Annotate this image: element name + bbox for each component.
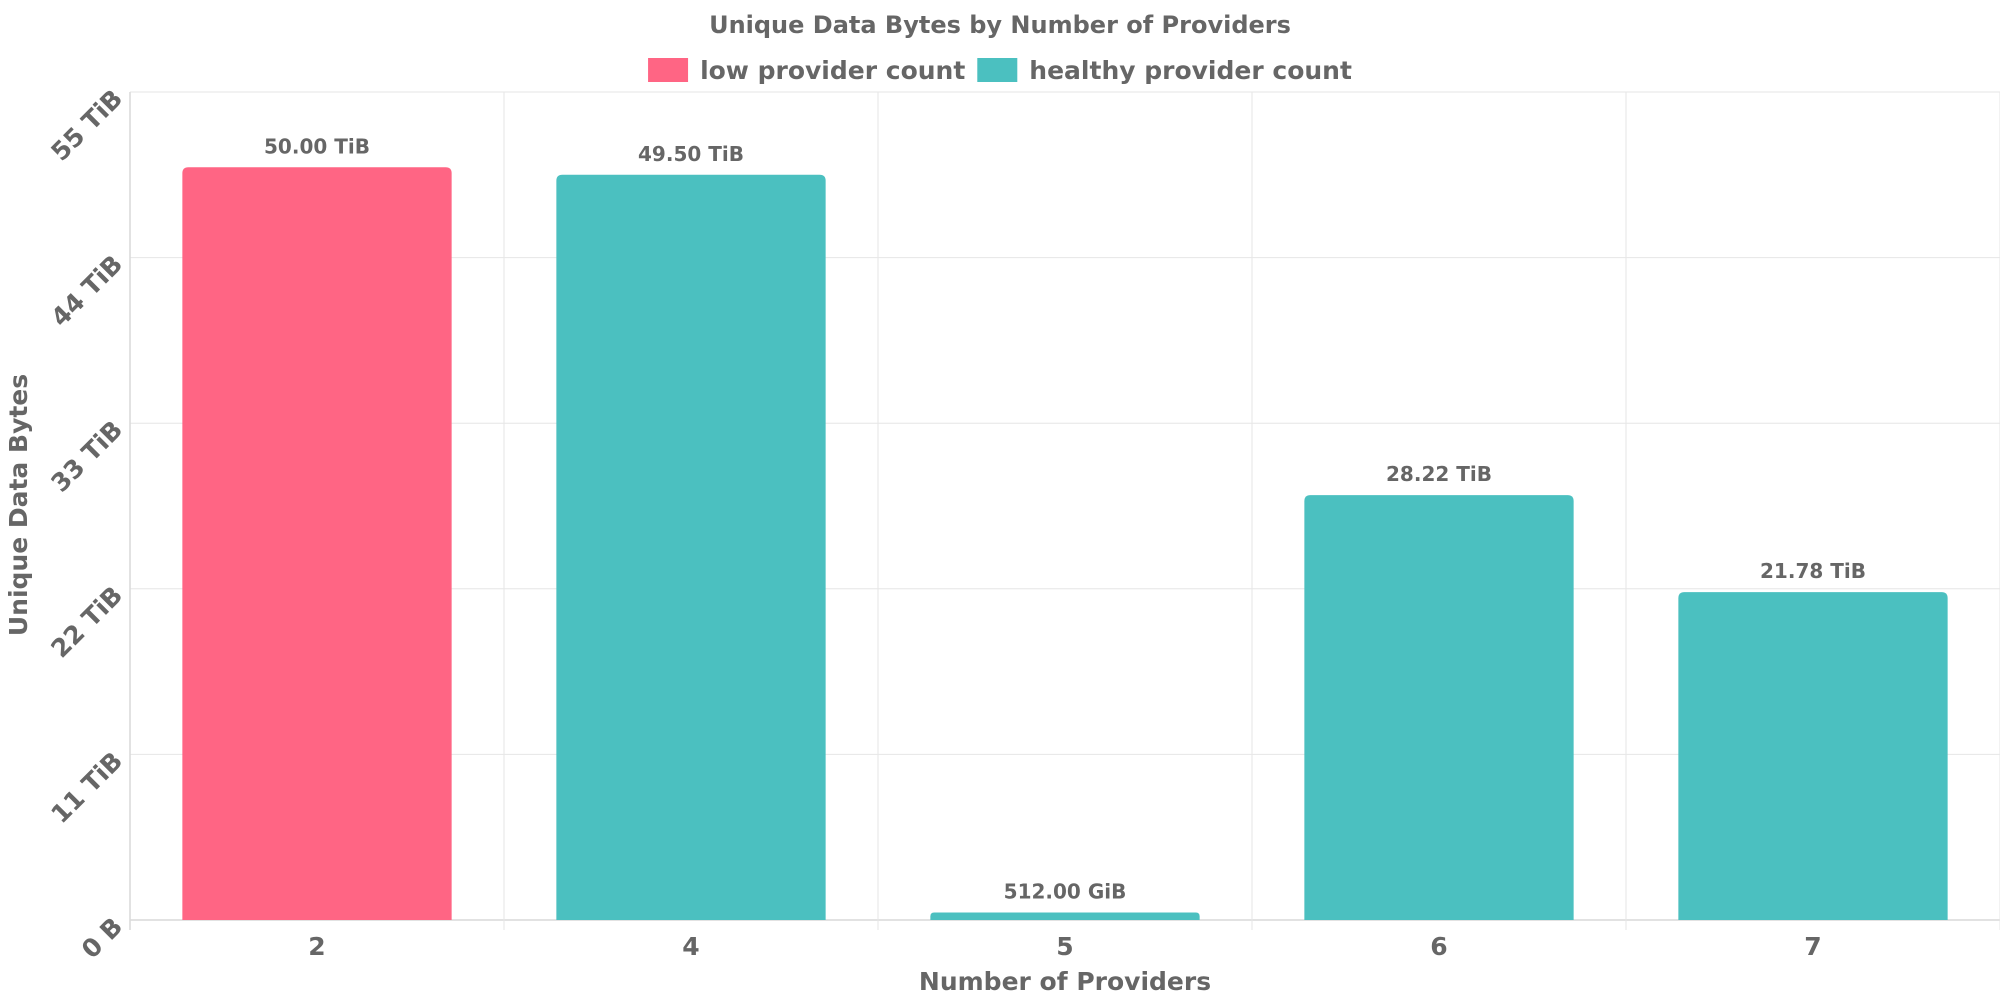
x-axis-ticks: 2 4 5 6 7 xyxy=(308,932,1821,961)
bar-2[interactable] xyxy=(182,167,452,921)
y-tick-label: 33 TiB xyxy=(45,415,128,498)
legend-label: healthy provider count xyxy=(1029,56,1352,85)
legend: low provider count healthy provider count xyxy=(648,56,1352,85)
legend-label: low provider count xyxy=(700,56,965,85)
data-label-6: 28.22 TiB xyxy=(1386,462,1492,486)
data-label-2: 50.00 TiB xyxy=(264,134,370,158)
x-tick-label-4: 4 xyxy=(682,932,699,961)
legend-swatch[interactable] xyxy=(977,58,1018,82)
x-tick-label-2: 2 xyxy=(308,932,325,961)
data-label-4: 49.50 TiB xyxy=(638,142,744,166)
x-tick-label-7: 7 xyxy=(1804,932,1821,961)
y-tick-label: 55 TiB xyxy=(45,84,128,167)
y-tick-label: 44 TiB xyxy=(45,249,128,332)
y-axis-ticks: 0 B 11 TiB 22 TiB 33 TiB 44 TiB 55 TiB xyxy=(45,84,128,964)
bar-6[interactable] xyxy=(1304,495,1574,920)
bar-7[interactable] xyxy=(1678,592,1948,920)
x-tick-label-5: 5 xyxy=(1056,932,1073,961)
bar-5[interactable] xyxy=(930,912,1200,920)
y-tick-label: 0 B xyxy=(76,912,128,964)
data-label-7: 21.78 TiB xyxy=(1760,559,1866,583)
y-axis-title: Unique Data Bytes xyxy=(4,374,33,636)
y-tick-label: 22 TiB xyxy=(45,581,128,664)
data-labels: 50.00 TiB 49.50 TiB 512.00 GiB 28.22 TiB 21.… xyxy=(264,134,1866,903)
bar-4[interactable] xyxy=(556,174,826,921)
legend-swatch[interactable] xyxy=(648,58,689,82)
data-label-5: 512.00 GiB xyxy=(1004,879,1127,903)
chart-title: Unique Data Bytes by Number of Providers xyxy=(709,11,1291,39)
x-tick-label-6: 6 xyxy=(1430,932,1447,961)
y-tick-label: 11 TiB xyxy=(45,746,128,829)
x-axis-title: Number of Providers xyxy=(919,967,1211,996)
bars xyxy=(182,167,1948,921)
